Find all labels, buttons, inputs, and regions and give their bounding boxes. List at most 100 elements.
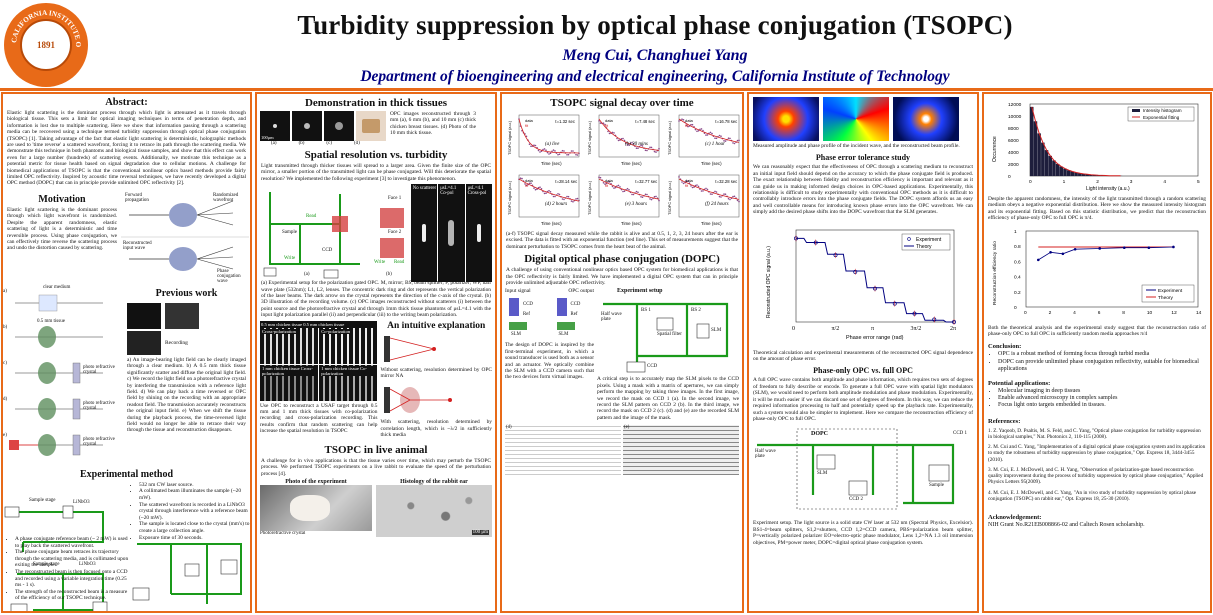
- intensity-histogram-chart: 0 2000 4000 6000 8000 10000 12000 0 1 2 3 4 5 Light i…: [992, 102, 1200, 192]
- decay-data-point: [649, 146, 651, 149]
- exp-bullet: The strength of the reconstructed beam i…: [15, 589, 129, 602]
- decay-data-point: [554, 195, 556, 198]
- ratio-text: Both the theoretical analysis and the ex…: [988, 324, 1206, 338]
- decay-data-point: [732, 195, 734, 198]
- list-item: DOPC can provide unlimited phase conjuga…: [998, 359, 1210, 374]
- intuitive-text-1: Without scattering, resolution determine…: [380, 366, 492, 380]
- decay-data-point: [623, 190, 626, 192]
- decay-data-point: [525, 135, 528, 138]
- hist-legend-histogram: Intensity histogram: [1143, 108, 1182, 113]
- motivation-text: Elastic light scattering is the dominant…: [7, 206, 117, 252]
- decay-data-point: [720, 196, 722, 198]
- demo-caption: OPC images reconstructed through 3 mm (a…: [390, 111, 476, 137]
- decay-data-point: [715, 191, 718, 193]
- abstract-heading: Abstract:: [105, 97, 148, 108]
- decay-data-point: [696, 184, 698, 186]
- decay-plot: (d) 2 hours τ=28.14 sec data fit Time (sec) T…: [505, 171, 583, 229]
- decay-data-point: [691, 123, 694, 126]
- tol-ylabel: Reconstructed OPC signal (a.u.): [766, 245, 772, 317]
- hist-legend-fit: Exponential fitting: [1143, 115, 1180, 120]
- decay-data-point: [567, 195, 570, 198]
- poster-title: Turbidity suppression by optical phase c…: [297, 10, 1013, 40]
- sr-label-write-2: Write: [374, 260, 386, 266]
- prev-label-crystal-2: photo refractive crystal: [83, 400, 115, 411]
- prev-image-c: [127, 330, 161, 355]
- sr-label-face1: Face 1: [388, 196, 402, 202]
- phase-error-heading: Phase error tolerance study: [815, 153, 911, 163]
- column-2: Demonstration in thick tissues 100μm OPC…: [255, 92, 497, 613]
- sr-letter-a: (a): [304, 272, 310, 278]
- decay-plot: (c) 1 hour τ=16.78 sec data fit Time (sec) TS…: [665, 111, 742, 169]
- decay-data-point: [613, 187, 615, 189]
- decay-plot-tag: (e) 3 hours: [625, 202, 647, 207]
- hist-ytick: 8000: [1008, 126, 1019, 132]
- decay-data-point: [608, 132, 611, 135]
- demo-heading: Demonstration in thick tissues: [304, 97, 448, 109]
- prev-label-crystal-3: photo refractive crystal: [83, 436, 115, 447]
- abstract-text: Elastic light scattering is the dominant…: [7, 110, 246, 187]
- mot-label-reconstructed: Reconstructed input wave: [123, 240, 152, 251]
- decay-plot: (e) 3 hours τ=32.77 sec data fit Time (sec) T…: [585, 171, 663, 229]
- histogram-bar: [1074, 172, 1078, 176]
- poster-department: Department of bioengineering and electri…: [360, 68, 950, 85]
- mapping-image-d: (d): [505, 425, 621, 476]
- decay-data-point: [733, 195, 736, 198]
- decay-data-point: [519, 177, 522, 179]
- prev-image-a: [127, 302, 161, 329]
- decay-data-point: [697, 185, 700, 188]
- exp-label-sample-stage: Sample stage: [29, 497, 56, 503]
- decay-legend-data: data: [685, 118, 694, 123]
- decay-data-point: [658, 199, 660, 202]
- prev-letter-a: a): [3, 288, 7, 294]
- photo-heading: Photo of the experiment: [285, 478, 347, 485]
- decay-legend-fit: fit: [605, 183, 609, 188]
- mapping-image-e: (e): [623, 425, 739, 476]
- decay-data-point: [727, 137, 730, 139]
- decay-data-point: [702, 190, 704, 192]
- decay-data-point: [545, 149, 547, 151]
- decay-data-point: [537, 149, 540, 152]
- intuitive-diagram-2: [380, 383, 492, 419]
- decay-data-point: [566, 195, 568, 198]
- po-label-ccd1: CCD 1: [953, 431, 968, 437]
- demo-image-b: [292, 111, 322, 141]
- demo-letter-b: (b): [298, 141, 305, 146]
- mapping-images: (d) (e): [502, 425, 742, 476]
- dopc-text: A challenge of using conventional nonlin…: [506, 267, 738, 287]
- demo-image-d: [356, 111, 386, 141]
- decay-data-point: [729, 137, 731, 140]
- decay-data-point: [572, 201, 574, 203]
- poster-header: CALIFORNIA INSTITUTE OF TECHNOLOGY 1891 …: [0, 0, 1213, 88]
- prev-label-crystal-1: photo refractive crystal: [83, 364, 115, 375]
- histogram-bar: [1092, 175, 1097, 176]
- dopc-heading: Digital optical phase conjugation (DOPC): [524, 253, 720, 266]
- header-divider: [0, 88, 1213, 91]
- phase-only-heading: Phase-only OPC vs. full OPC: [813, 366, 913, 376]
- decay-legend-fit: fit: [525, 123, 529, 128]
- decay-data-point: [566, 154, 568, 156]
- experimental-method-heading: Experimental method: [79, 468, 174, 480]
- decay-data-point: [691, 186, 694, 189]
- sr-result-images: No scatterer μsL=4.1 Co-pol μsL=4.1 Cros…: [410, 184, 493, 283]
- decay-heading: TSOPC signal decay over time: [550, 97, 694, 109]
- demo-letter-d: (d): [353, 141, 360, 146]
- decay-data-point: [567, 153, 570, 156]
- histogram-bar: [1070, 171, 1075, 176]
- ratio-ytick: 0.4: [1014, 274, 1021, 280]
- motivation-heading: Motivation: [38, 193, 86, 205]
- decay-data-point: [699, 128, 701, 131]
- ratio-xtick: 8: [1122, 310, 1125, 316]
- reference-item: 4. M. Cui, E. J. McDowell, and C. Yang, …: [988, 489, 1197, 502]
- decay-ylabel: TSOPC signal (a.u.): [588, 180, 592, 215]
- decay-legend-fit: fit: [605, 123, 609, 128]
- list-item: Focus light onto targets embedded in tis…: [998, 402, 1210, 409]
- hist-xtick: 4: [1163, 179, 1166, 185]
- tol-xtick: 2π: [950, 326, 956, 332]
- decay-data-point: [542, 148, 544, 151]
- decay-data-point: [723, 193, 725, 195]
- decay-data-point: [738, 139, 740, 142]
- decay-data-point: [711, 193, 713, 195]
- list-item: Molecular imaging in deep tissues: [998, 388, 1210, 395]
- efficiency-ratio-chart: 00.20.40.60.810 2 4 6 8 10 12 14Reconstruction …: [992, 229, 1202, 316]
- decay-data-point: [551, 150, 553, 153]
